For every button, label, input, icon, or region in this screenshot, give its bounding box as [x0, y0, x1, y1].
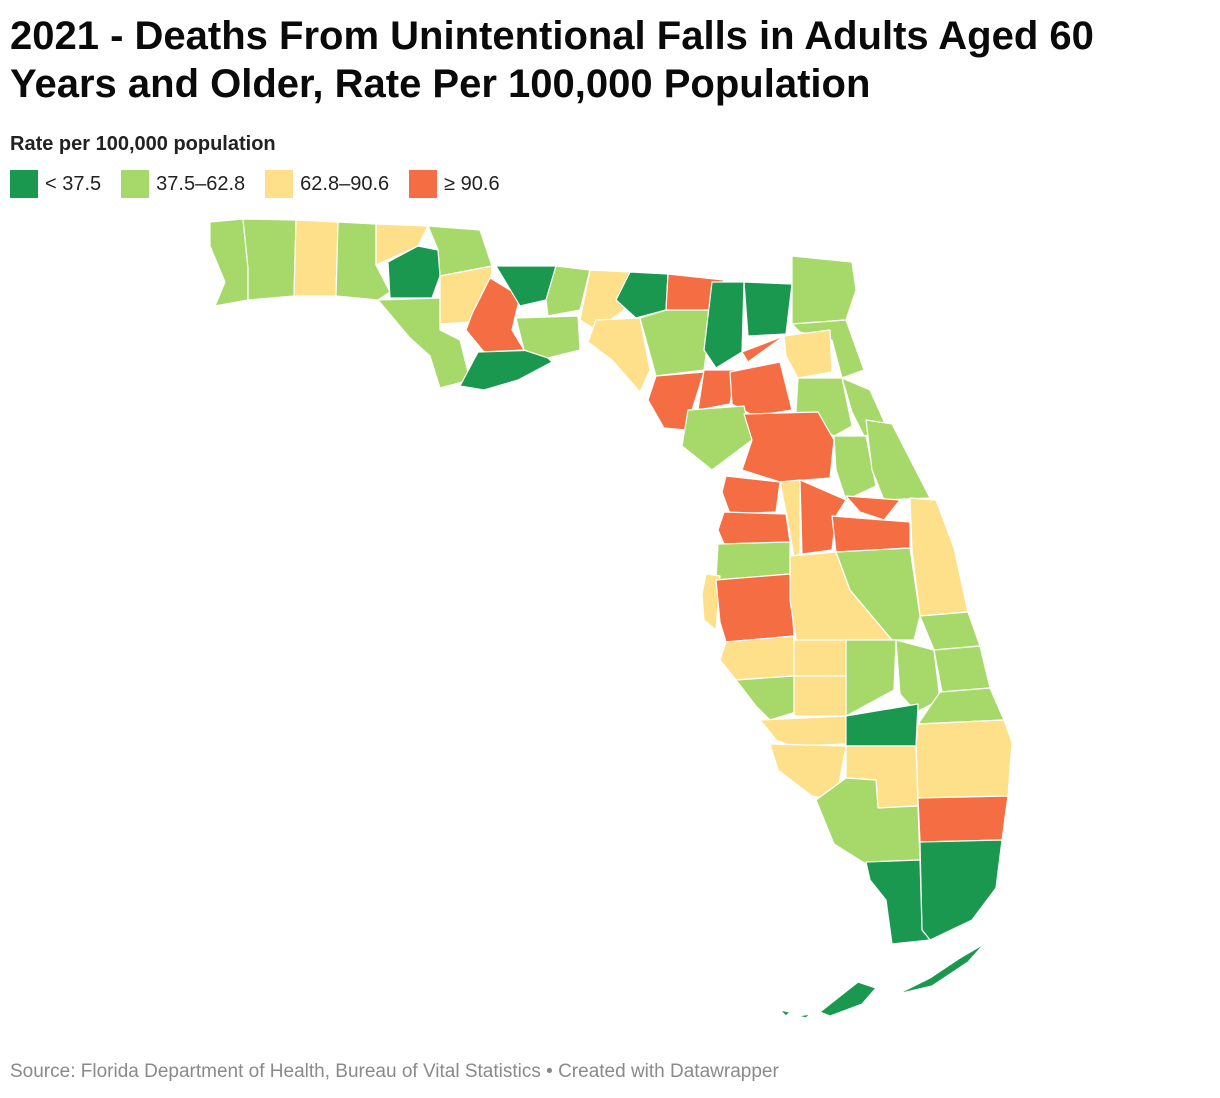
county-region[interactable]: Western Panhandle (east) — [242, 218, 297, 301]
county-layer: Western Panhandle (west) Western Panhand… — [209, 218, 1013, 1019]
county-region[interactable]: Glades area — [915, 719, 1013, 799]
county-region[interactable]: Flagler area — [865, 419, 931, 501]
county-region[interactable]: Hardee area — [845, 639, 897, 717]
county-region[interactable]: Nassau area — [791, 255, 857, 325]
legend-swatch-midlow — [121, 170, 150, 198]
county-region[interactable]: Seminole area — [717, 511, 791, 545]
legend-item-high: ≥ 90.6 — [409, 170, 500, 198]
county-region[interactable]: Gulf coast county — [459, 349, 553, 391]
county-region[interactable]: Collier area — [917, 795, 1009, 843]
county-region[interactable]: Gilchrist area — [697, 369, 737, 411]
legend-item-low: < 37.5 — [10, 170, 101, 198]
legend-label-low: < 37.5 — [45, 172, 102, 195]
county-region[interactable]: Union area — [741, 335, 785, 363]
legend: < 37.5 37.5–62.8 62.8–90.6 ≥ 90.6 — [10, 170, 520, 198]
county-region[interactable]: Miami-Dade area — [865, 859, 931, 945]
county-region[interactable]: Indian River area — [719, 635, 795, 681]
county-region[interactable]: Pinellas area — [715, 573, 795, 643]
county-region[interactable]: Osceola area — [919, 611, 981, 651]
legend-swatch-low — [10, 170, 38, 198]
county-region[interactable]: Marion area — [741, 411, 835, 483]
county-region[interactable]: Highlands area — [895, 639, 941, 713]
county-region[interactable]: Volusia area — [721, 475, 781, 515]
county-region[interactable]: Big Bend inner — [545, 265, 591, 317]
chart-title: 2021 - Deaths From Unintentional Falls i… — [10, 14, 1094, 106]
county-region[interactable]: Hernando area — [831, 515, 911, 553]
county-region[interactable]: Sarasota area — [793, 675, 847, 717]
county-region[interactable]: Clay area — [795, 377, 853, 437]
legend-label-high: ≥ 90.6 — [444, 172, 500, 195]
county-region[interactable]: Broward area — [919, 839, 1003, 941]
county-region[interactable]: Big Bend coast — [515, 315, 581, 359]
county-region[interactable]: Lake area — [845, 495, 901, 521]
legend-title: Rate per 100,000 population — [10, 133, 276, 155]
county-region[interactable]: Martin area — [759, 715, 847, 747]
county-region[interactable]: Putnam area — [833, 435, 877, 501]
county-region[interactable]: Levy area — [681, 405, 753, 471]
county-region[interactable]: Western Panhandle (west) — [209, 218, 249, 307]
legend-label-midlow: 37.5–62.8 — [156, 172, 246, 195]
county-region[interactable]: Columbia area — [703, 281, 745, 369]
county-region[interactable]: Manatee area — [793, 639, 847, 677]
legend-label-midhigh: 62.8–90.6 — [300, 172, 390, 195]
county-region[interactable]: St. Lucie area — [735, 675, 797, 721]
county-region[interactable]: Baker area — [743, 281, 793, 337]
county-region[interactable]: Orange area — [909, 497, 969, 617]
source-separator: • — [540, 1061, 559, 1082]
county-region[interactable]: Panhandle central-west — [293, 219, 339, 297]
legend-swatch-midhigh — [265, 170, 294, 198]
county-region[interactable]: Monroe mainland area — [779, 943, 985, 1019]
legend-swatch-high — [409, 170, 438, 198]
florida-map: Western Panhandle (west) Western Panhand… — [209, 218, 1013, 1019]
datawrapper-credit[interactable]: Created with Datawrapper — [558, 1061, 779, 1082]
county-region[interactable]: Okeechobee area — [933, 645, 991, 693]
county-region[interactable]: Suwannee area — [639, 309, 713, 377]
source-link[interactable]: Florida Department of Health, Bureau of … — [80, 1061, 541, 1082]
source-prefix: Source: — [10, 1061, 81, 1082]
county-region[interactable]: Pasco area — [701, 573, 721, 631]
county-region[interactable]: Taylor area — [587, 317, 651, 393]
legend-item-midlow: 37.5–62.8 — [121, 170, 245, 198]
county-region[interactable]: Polk area — [835, 547, 921, 641]
county-region[interactable]: Bradford area — [783, 329, 833, 379]
legend-item-midhigh: 62.8–90.6 — [265, 170, 389, 198]
source-note: Source: Florida Department of Health, Bu… — [10, 1061, 779, 1083]
